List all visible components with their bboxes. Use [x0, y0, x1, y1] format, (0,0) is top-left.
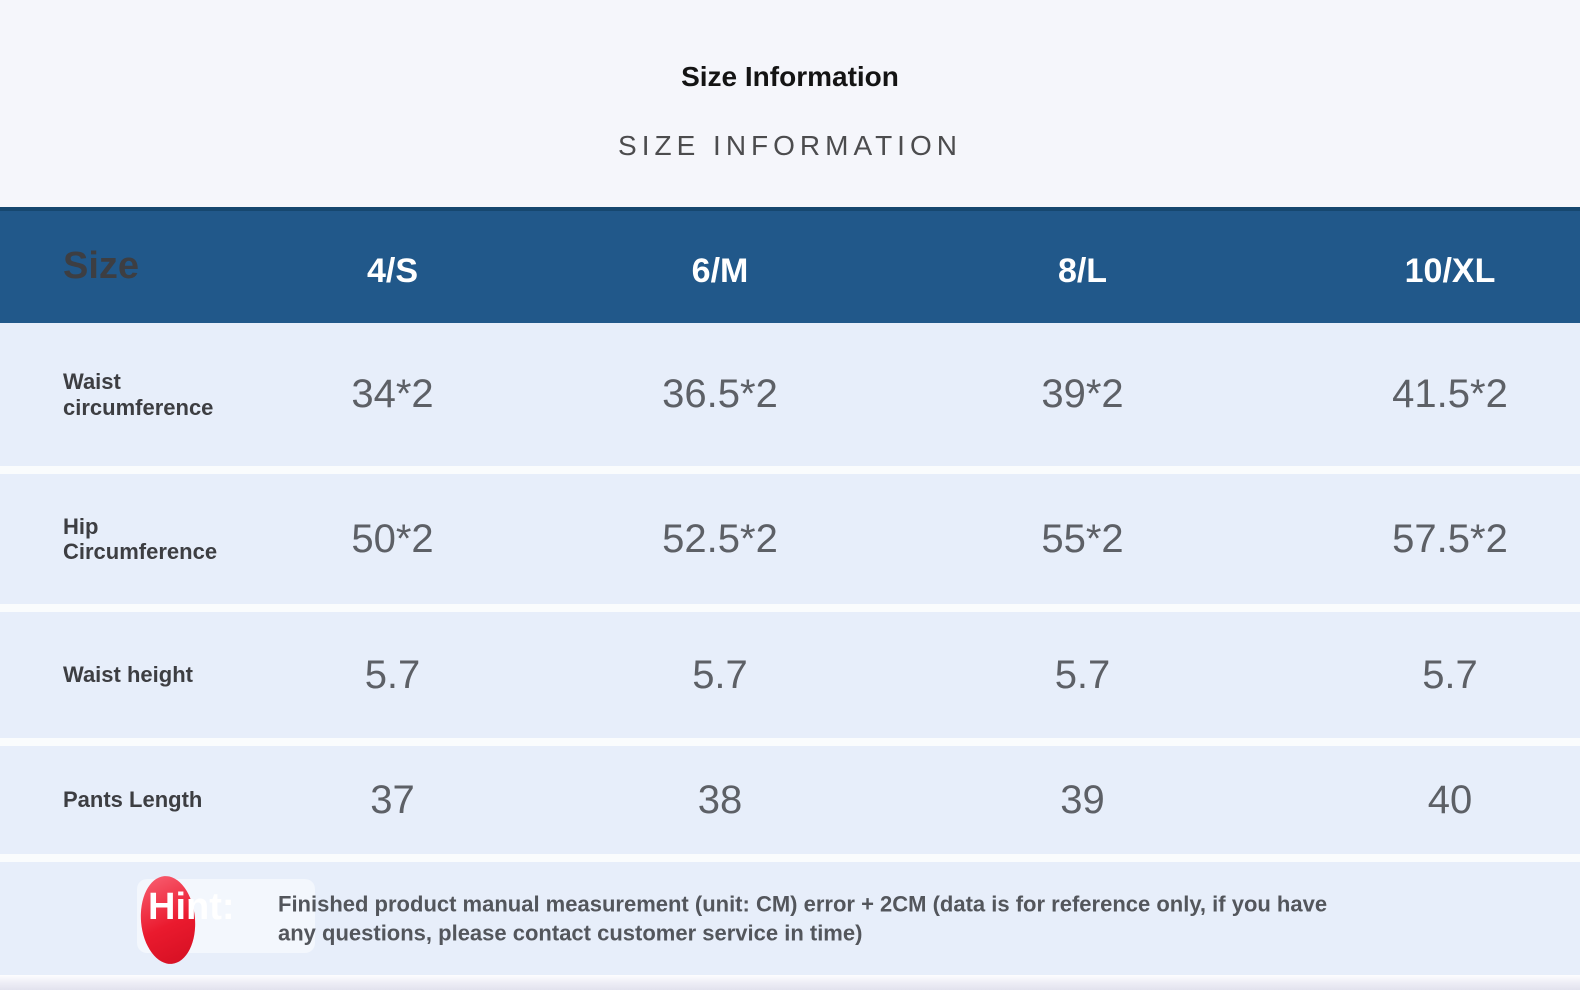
bottom-card-edge	[0, 975, 1580, 990]
hint-label: Hint:	[148, 886, 235, 928]
cell-value: 5.7	[1054, 652, 1111, 697]
row-label: Waist circumference	[63, 369, 214, 420]
header-col-6m: 6/M	[691, 251, 749, 290]
cell-value: 40	[1427, 777, 1473, 822]
cell-value: 34*2	[351, 372, 434, 416]
cell-value: 50*2	[351, 516, 434, 561]
cell-value: 55*2	[1041, 516, 1124, 561]
row-label: Waist height	[63, 662, 193, 688]
row-divider	[0, 854, 1580, 862]
cell-value: 5.7	[364, 652, 421, 697]
header-col-8l: 8/L	[1057, 251, 1108, 290]
cell-value: 36.5*2	[662, 372, 778, 416]
cell-value: 57.5*2	[1392, 516, 1508, 561]
cell-value: 5.7	[692, 652, 748, 697]
header-size-label: Size	[63, 245, 140, 288]
cell-value: 5.7	[1422, 652, 1478, 697]
table-row-pants-length: Pants Length 37 38 39 40	[0, 746, 1580, 854]
cell-value: 39	[1060, 777, 1105, 822]
page-title: Size Information	[681, 61, 899, 92]
row-divider	[0, 466, 1580, 474]
row-label: Pants Length	[63, 787, 203, 813]
table-row-waist-height: Waist height 5.7 5.7 5.7 5.7	[0, 612, 1580, 738]
title-area: Size Information SIZE INFORMATION	[0, 0, 1580, 207]
hint-row: Hint: Finished product manual measuremen…	[0, 862, 1580, 975]
page-subtitle: SIZE INFORMATION	[618, 129, 962, 161]
hint-text: Finished product manual measurement (uni…	[278, 890, 1328, 946]
row-divider	[0, 604, 1580, 612]
cell-value: 52.5*2	[662, 516, 778, 561]
header-col-10xl: 10/XL	[1404, 251, 1496, 290]
table-row-hip-circumference: Hip Circumference 50*2 52.5*2 55*2 57.5*…	[0, 474, 1580, 604]
header-col-4s: 4/S	[366, 251, 419, 290]
row-divider	[0, 738, 1580, 746]
table-row-waist-circumference: Waist circumference 34*2 36.5*2 39*2 41.…	[0, 323, 1580, 466]
cell-value: 38	[697, 777, 743, 822]
cell-value: 41.5*2	[1392, 372, 1508, 416]
cell-value: 37	[370, 777, 415, 822]
table-header-row: Size 4/S 6/M 8/L 10/XL	[0, 207, 1580, 323]
row-label: Hip Circumference	[63, 513, 218, 564]
cell-value: 39*2	[1041, 372, 1124, 416]
